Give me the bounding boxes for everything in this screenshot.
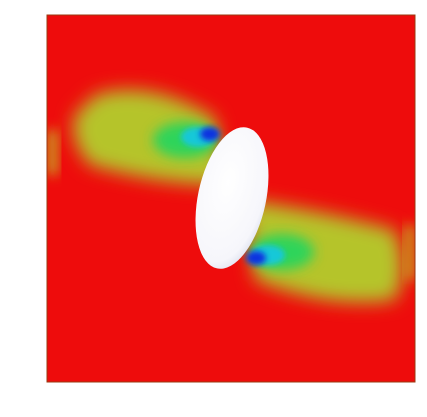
upper-wake	[73, 89, 225, 185]
wake-field	[47, 89, 415, 303]
edge-right	[405, 225, 415, 280]
upper-blue	[200, 127, 220, 141]
edge-left	[47, 130, 58, 175]
ellipse-body	[195, 127, 269, 269]
lower-wake	[245, 200, 403, 303]
lower-blue	[246, 251, 266, 265]
domain-border	[46, 14, 416, 383]
